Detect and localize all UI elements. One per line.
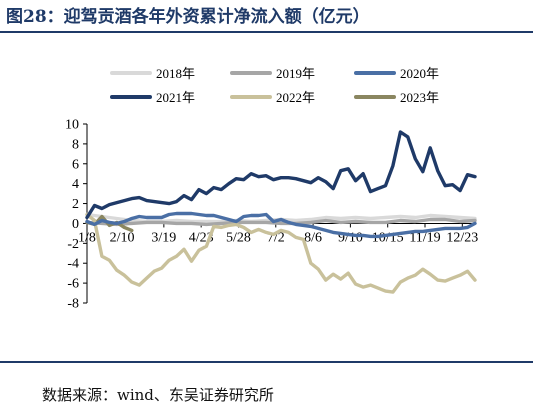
y-tick-label: -6 bbox=[67, 277, 79, 292]
legend-label-2021: 2021年 bbox=[156, 90, 195, 105]
x-tick-label: 12/23 bbox=[446, 230, 478, 245]
series-lines bbox=[85, 130, 477, 294]
x-tick-label: 5/28 bbox=[226, 230, 251, 245]
x-tick-label: 8/6 bbox=[304, 230, 322, 245]
x-axis: 1/8 2/10 3/19 4/23 5/28 7/2 8/6 9/10 10/15 11/19 1… bbox=[78, 222, 478, 245]
y-tick-label: -4 bbox=[67, 257, 79, 272]
legend: 2018年 2019年 2020年 2021年 2022年 2023年 bbox=[110, 66, 439, 105]
series-line-2019 bbox=[85, 217, 477, 227]
legend-label-2018: 2018年 bbox=[156, 66, 195, 81]
x-tick-label: 1/8 bbox=[78, 230, 96, 245]
line-chart: 2018年 2019年 2020年 2021年 2022年 2023年 10 8 6 4 2 0 -2… bbox=[65, 66, 478, 312]
series-line-2022 bbox=[85, 212, 477, 294]
y-tick-label: 4 bbox=[72, 177, 79, 192]
y-tick-label: 6 bbox=[72, 157, 79, 172]
y-tick-label: -8 bbox=[67, 297, 79, 312]
y-tick-label: 10 bbox=[65, 118, 79, 133]
source-note: 数据来源：wind、东吴证券研究所 bbox=[42, 386, 274, 404]
y-tick-label: -2 bbox=[67, 237, 79, 252]
y-tick-label: 0 bbox=[72, 217, 79, 232]
x-tick-label: 2/10 bbox=[110, 230, 135, 245]
x-tick-label: 11/19 bbox=[409, 230, 440, 245]
y-tick-label: 8 bbox=[72, 137, 79, 152]
legend-label-2023: 2023年 bbox=[400, 90, 439, 105]
y-tick-label: 2 bbox=[72, 197, 79, 212]
y-axis: 10 8 6 4 2 0 -2 -4 -6 -8 bbox=[65, 118, 88, 312]
series-line-2021 bbox=[85, 130, 477, 220]
figure-title: 图28：迎驾贡酒各年外资累计净流入额（亿元） bbox=[6, 7, 370, 27]
top-rule bbox=[0, 31, 533, 33]
legend-label-2022: 2022年 bbox=[276, 90, 315, 105]
bottom-rule bbox=[0, 361, 533, 363]
legend-label-2020: 2020年 bbox=[400, 66, 439, 81]
x-tick-label: 3/19 bbox=[151, 230, 176, 245]
series-line-2020 bbox=[85, 211, 477, 239]
legend-label-2019: 2019年 bbox=[276, 66, 315, 81]
